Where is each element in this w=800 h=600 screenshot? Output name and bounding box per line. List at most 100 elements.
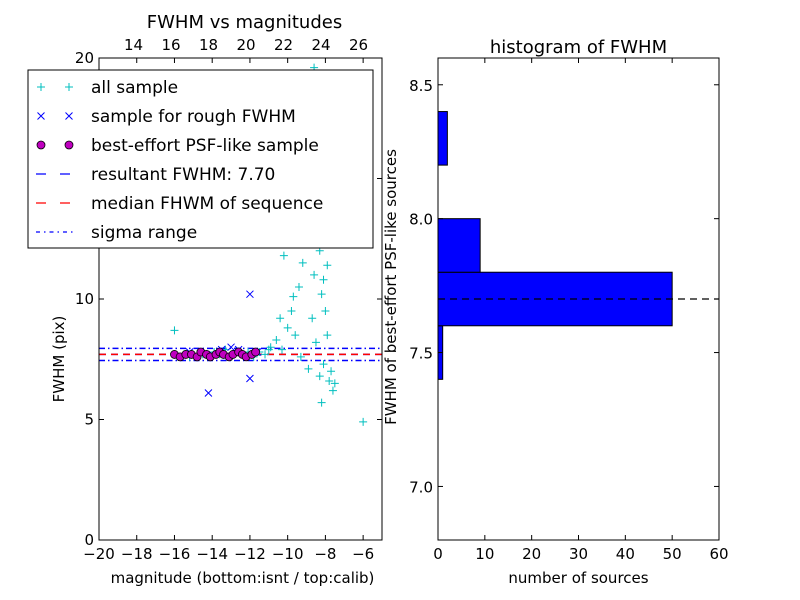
legend-label: all sample <box>91 78 178 98</box>
legend-marker-b <box>64 140 74 150</box>
histogram-bar <box>437 218 481 273</box>
point-s1-0 <box>204 389 213 397</box>
x-tick-label: −10 <box>272 545 304 563</box>
y-tick-label: 7.5 <box>409 345 433 363</box>
point-s0-35 <box>323 331 332 340</box>
histogram-x-ticks: 0 10 20 30 40 50 60 <box>433 58 729 563</box>
point-s0-53 <box>289 292 298 301</box>
point-s0-20 <box>283 323 292 332</box>
point-s0-23 <box>294 282 303 291</box>
x-tick-label: −6 <box>352 545 374 563</box>
y-tick-label: 0 <box>84 531 94 549</box>
point-s2-17 <box>251 347 260 357</box>
point-s0-0 <box>170 326 179 335</box>
x-tick-label: −14 <box>196 545 228 563</box>
x-tick-label: −18 <box>121 545 153 563</box>
point-s0-33 <box>319 360 328 369</box>
top-x-tick-label: 20 <box>236 36 255 54</box>
point-s0-36 <box>325 376 334 385</box>
x-tick-label: 60 <box>709 545 728 563</box>
point-s0-27 <box>308 314 317 323</box>
legend-marker-b <box>65 83 73 91</box>
histogram-x-axis-label: number of sources <box>508 569 648 587</box>
point-s0-51 <box>304 364 313 373</box>
scatter-title: FWHM vs magnitudes <box>147 12 342 33</box>
legend-label: sample for rough FWHM <box>91 107 296 127</box>
point-s0-39 <box>330 379 339 388</box>
y-tick-label: 5 <box>84 411 94 429</box>
histogram-y-ticks: 7.0 7.5 8.0 8.5 <box>409 77 719 496</box>
y-tick-label: 10 <box>75 290 94 308</box>
point-s1-1 <box>246 290 254 299</box>
legend-item: median FHWM of sequence <box>36 194 323 214</box>
legend-marker-a <box>36 140 46 150</box>
point-s0-48 <box>276 314 285 323</box>
point-s0-28 <box>310 270 319 279</box>
point-s0-37 <box>327 367 336 376</box>
histogram-y-axis-label: FWHM of best-effort PSF-like sources <box>382 149 400 425</box>
x-tick-label: 40 <box>616 545 635 563</box>
x-tick-label: 20 <box>522 545 541 563</box>
y-tick-label: 8.5 <box>409 77 433 95</box>
point-s0-40 <box>317 398 326 407</box>
point-s0-18 <box>272 335 281 344</box>
x-tick-label: −8 <box>314 545 336 563</box>
top-x-ticks: 14 16 18 20 22 24 26 <box>124 36 368 54</box>
legend-label: best-effort PSF-like sample <box>91 136 319 156</box>
top-x-tick-label: 24 <box>311 36 330 54</box>
scatter-y-axis-label: FWHM (pix) <box>50 316 68 403</box>
x-tick-label: 10 <box>475 545 494 563</box>
point-s0-47 <box>279 251 288 260</box>
point-s0-22 <box>291 331 300 340</box>
histogram-title: histogram of FWHM <box>490 37 667 58</box>
legend-label: sigma range <box>91 223 197 243</box>
scatter-x-axis-label: magnitude (bottom:isnt / top:calib) <box>111 569 375 587</box>
legend-item: best-effort PSF-like sample <box>36 136 319 156</box>
top-x-tick-label: 26 <box>349 36 368 54</box>
point-s0-21 <box>287 307 296 316</box>
scatter-panel: −20 −18 −16 −14 −12 −10 −8 −6 14 16 18 20 22 24 26 0 5… <box>27 12 383 587</box>
x-tick-label: 0 <box>433 545 443 563</box>
histogram-panel: 0 10 20 30 40 50 60 7.0 7.5 8.0 8.5 histogram of … <box>382 37 729 587</box>
top-x-tick-label: 18 <box>199 36 218 54</box>
legend-label: median FHWM of sequence <box>91 194 323 214</box>
legend-marker-b <box>65 112 73 120</box>
bottom-x-ticks: −20 −18 −16 −14 −12 −10 −8 −6 <box>83 58 374 563</box>
point-s1-3 <box>227 343 235 352</box>
point-s0-38 <box>328 386 337 395</box>
point-s0-50 <box>315 372 324 381</box>
point-s0-32 <box>317 290 326 299</box>
legend-item: resultant FWHM: 7.70 <box>36 165 275 185</box>
legend: all sample sample for rough FWHM best-effo… <box>27 69 374 249</box>
point-s0-56 <box>323 261 332 270</box>
legend-marker-a <box>37 112 45 120</box>
histogram-bar <box>437 111 448 166</box>
y-tick-label: 7.0 <box>409 478 433 496</box>
top-x-tick-label: 22 <box>274 36 293 54</box>
legend-item: sigma range <box>36 223 197 243</box>
legend-item: all sample <box>37 78 178 98</box>
x-tick-label: −16 <box>159 545 191 563</box>
point-s1-2 <box>246 374 254 383</box>
x-tick-label: 50 <box>663 545 682 563</box>
y-tick-label: 20 <box>75 49 94 67</box>
point-s0-34 <box>321 307 330 316</box>
legend-marker-a <box>37 83 45 91</box>
point-s0-52 <box>296 352 305 361</box>
point-s0-16 <box>261 350 270 359</box>
point-s0-41 <box>359 417 368 426</box>
point-s0-29 <box>311 338 320 347</box>
point-s0-24 <box>298 258 307 267</box>
legend-box <box>27 69 374 249</box>
x-tick-label: −12 <box>234 545 266 563</box>
legend-label: resultant FWHM: 7.70 <box>91 165 275 185</box>
legend-item: sample for rough FWHM <box>37 107 296 127</box>
top-x-tick-label: 14 <box>124 36 143 54</box>
point-s0-19 <box>278 345 287 354</box>
x-tick-label: 30 <box>569 545 588 563</box>
point-s0-49 <box>264 345 273 354</box>
point-s0-55 <box>319 275 328 284</box>
histogram-bar <box>437 271 673 327</box>
y-tick-label: 8.0 <box>409 211 433 229</box>
